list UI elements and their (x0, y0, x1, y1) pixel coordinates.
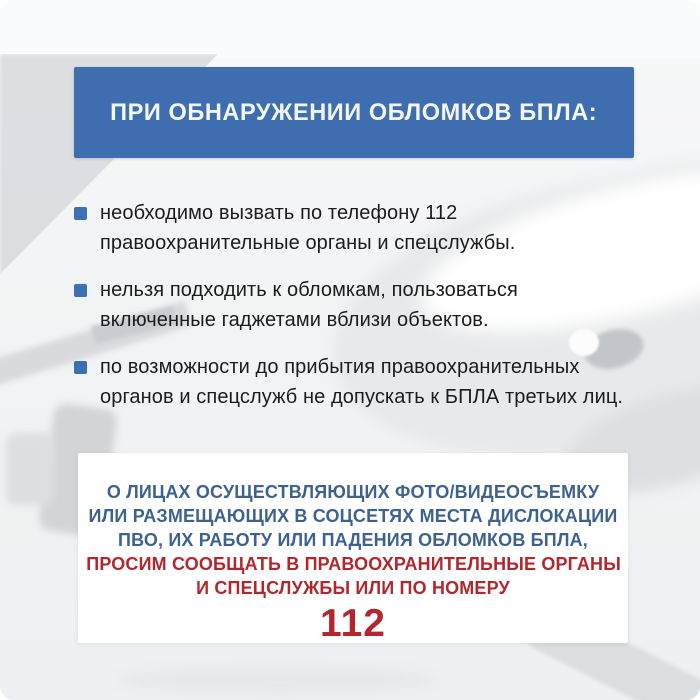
notice-red-line: ПРОСИМ СООБЩАТЬ В ПРАВООХРАНИТЕЛЬНЫЕ ОРГ… (86, 553, 621, 574)
emergency-number-112: 112 (320, 602, 386, 645)
list-item-text: необходимо вызвать по телефону 112 право… (100, 198, 515, 258)
header-banner: ПРИ ОБНАРУЖЕНИИ ОБЛОМКОВ БПЛА: (74, 67, 634, 158)
blue-square-bullet-icon (74, 284, 87, 297)
list-item-keep-away: нельзя подходить к обломкам, пользоватьс… (74, 275, 664, 335)
notice-red-line: И СПЕЦСЛУЖБЫ ИЛИ ПО НОМЕРУ (196, 577, 510, 598)
list-item-text: нельзя подходить к обломкам, пользоватьс… (100, 275, 518, 335)
list-item-line: необходимо вызвать по телефону 112 (100, 202, 458, 224)
blue-square-bullet-icon (74, 361, 87, 374)
notice-blue-line: ПВО, ИХ РАБОТУ ИЛИ ПАДЕНИЯ ОБЛОМКОВ БПЛА… (118, 529, 588, 550)
list-item-line: правоохранительные органы и спецслужбы. (100, 232, 516, 254)
list-item-line: включенные гаджетами вблизи объектов. (100, 309, 489, 331)
list-item-line: нельзя подходить к обломкам, пользоватьс… (100, 279, 518, 301)
blue-square-bullet-icon (74, 207, 87, 220)
report-notice-box: О ЛИЦАХ ОСУЩЕСТВЛЯЮЩИХ ФОТО/ВИДЕОСЪЕМКУ … (78, 453, 628, 645)
list-item-call-112: необходимо вызвать по телефону 112 право… (74, 198, 664, 258)
notice-blue-line: ИЛИ РАЗМЕЩАЮЩИХ В СОЦСЕТЯХ МЕСТА ДИСЛОКА… (88, 505, 618, 526)
list-item-line: по возможности до прибытия правоохраните… (100, 356, 580, 378)
notice-blue-line: О ЛИЦАХ ОСУЩЕСТВЛЯЮЩИХ ФОТО/ВИДЕОСЪЕМКУ (106, 481, 600, 502)
list-item-text: по возможности до прибытия правоохраните… (100, 352, 623, 412)
instruction-list: необходимо вызвать по телефону 112 право… (74, 198, 664, 429)
page-title: ПРИ ОБНАРУЖЕНИИ ОБЛОМКОВ БПЛА: (110, 98, 598, 126)
list-item-restrict-access: по возможности до прибытия правоохраните… (74, 352, 664, 412)
list-item-line: органов и спецслужб не допускать к БПЛА … (100, 386, 624, 408)
